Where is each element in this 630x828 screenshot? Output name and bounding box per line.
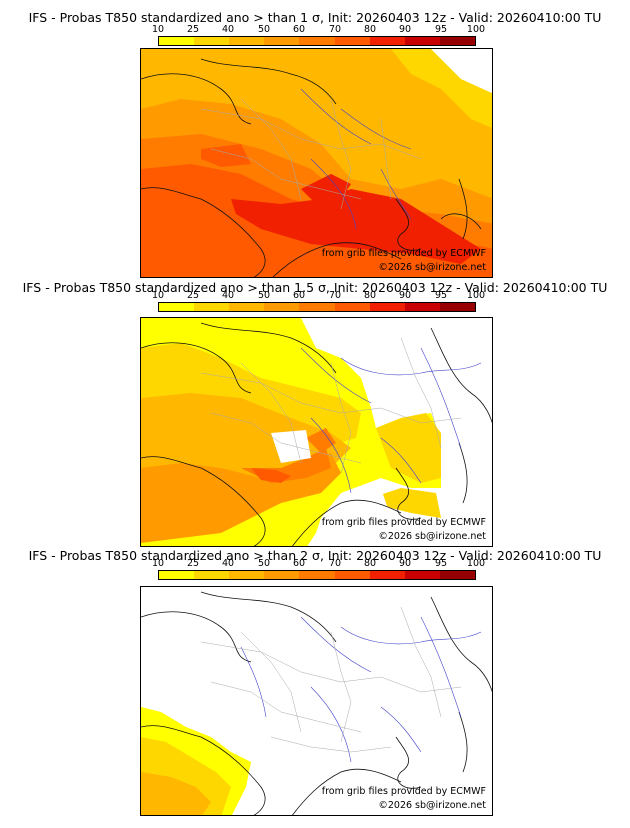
- map-graphic: [141, 587, 492, 815]
- colorbar-segment: [334, 37, 370, 45]
- colorbar: [158, 36, 476, 46]
- tick-label: 50: [257, 558, 271, 569]
- colorbar-segment: [229, 571, 265, 579]
- colorbar-segment: [369, 37, 405, 45]
- colorbar-segment: [404, 571, 440, 579]
- colorbar-segment: [334, 303, 370, 311]
- colorbar-segment: [194, 303, 230, 311]
- tick-label: 70: [328, 290, 342, 301]
- tick-label: 40: [221, 558, 235, 569]
- colorbar-segment: [404, 37, 440, 45]
- tick-label: 60: [292, 558, 306, 569]
- panel-title: IFS - Probas T850 standardized ano > tha…: [28, 10, 602, 25]
- map-graphic: [141, 318, 492, 546]
- colorbar-segment: [404, 303, 440, 311]
- tick-label: 100: [466, 558, 486, 569]
- tick-label: 80: [363, 24, 377, 35]
- tick-label: 10: [151, 24, 165, 35]
- tick-label: 60: [292, 290, 306, 301]
- tick-label: 80: [363, 558, 377, 569]
- colorbar-segment: [334, 571, 370, 579]
- tick-label: 10: [151, 558, 165, 569]
- panel-title: IFS - Probas T850 standardized ano > tha…: [28, 548, 602, 563]
- tick-label: 100: [466, 290, 486, 301]
- colorbar-segment: [299, 37, 335, 45]
- colorbar-segment: [159, 37, 195, 45]
- colorbar-segment: [229, 37, 265, 45]
- tick-label: 80: [363, 290, 377, 301]
- probability-map: from grib files provided by ECMWF ©2026 …: [140, 317, 493, 547]
- colorbar: [158, 570, 476, 580]
- copyright-credit: ©2026 sb@irizone.net: [378, 531, 486, 542]
- probability-map: from grib files provided by ECMWF ©2026 …: [140, 586, 493, 816]
- tick-label: 40: [221, 290, 235, 301]
- probability-map: from grib files provided by ECMWF ©2026 …: [140, 48, 493, 278]
- tick-label: 90: [398, 290, 412, 301]
- colorbar-segment: [299, 303, 335, 311]
- colorbar-segment: [264, 37, 300, 45]
- colorbar-segment: [439, 571, 475, 579]
- tick-label: 70: [328, 24, 342, 35]
- colorbar-segment: [439, 303, 475, 311]
- colorbar-segment: [194, 571, 230, 579]
- panel-2sigma: IFS - Probas T850 standardized ano > tha…: [0, 546, 630, 828]
- tick-label: 70: [328, 558, 342, 569]
- tick-label: 10: [151, 290, 165, 301]
- colorbar-segment: [194, 37, 230, 45]
- panel-1sigma: IFS - Probas T850 standardized ano > tha…: [0, 0, 630, 280]
- source-credit: from grib files provided by ECMWF: [321, 786, 486, 797]
- colorbar-segment: [299, 571, 335, 579]
- colorbar-segment: [264, 303, 300, 311]
- colorbar-ticks: 10 25 40 50 60 70 80 90 95 100: [152, 290, 485, 302]
- tick-label: 95: [434, 290, 448, 301]
- source-credit: from grib files provided by ECMWF: [321, 517, 486, 528]
- tick-label: 90: [398, 24, 412, 35]
- colorbar-segment: [159, 303, 195, 311]
- colorbar-segment: [229, 303, 265, 311]
- colorbar-segment: [264, 571, 300, 579]
- tick-label: 25: [186, 24, 200, 35]
- colorbar-segment: [369, 303, 405, 311]
- tick-label: 40: [221, 24, 235, 35]
- map-graphic: [141, 49, 492, 277]
- tick-label: 50: [257, 24, 271, 35]
- tick-label: 100: [466, 24, 486, 35]
- colorbar-ticks: 10 25 40 50 60 70 80 90 95 100: [152, 558, 485, 570]
- panel-1-5sigma: IFS - Probas T850 standardized ano > tha…: [0, 278, 630, 548]
- copyright-credit: ©2026 sb@irizone.net: [378, 262, 486, 273]
- copyright-credit: ©2026 sb@irizone.net: [378, 800, 486, 811]
- tick-label: 25: [186, 558, 200, 569]
- tick-label: 25: [186, 290, 200, 301]
- colorbar-segment: [369, 571, 405, 579]
- tick-label: 95: [434, 24, 448, 35]
- colorbar: [158, 302, 476, 312]
- colorbar-ticks: 10 25 40 50 60 70 80 90 95 100: [152, 14, 485, 35]
- colorbar-segment: [159, 571, 195, 579]
- tick-label: 90: [398, 558, 412, 569]
- tick-label: 50: [257, 290, 271, 301]
- panel-title: IFS - Probas T850 standardized ano > tha…: [22, 280, 608, 295]
- source-credit: from grib files provided by ECMWF: [321, 248, 486, 259]
- colorbar-segment: [439, 37, 475, 45]
- tick-label: 95: [434, 558, 448, 569]
- tick-label: 60: [292, 24, 306, 35]
